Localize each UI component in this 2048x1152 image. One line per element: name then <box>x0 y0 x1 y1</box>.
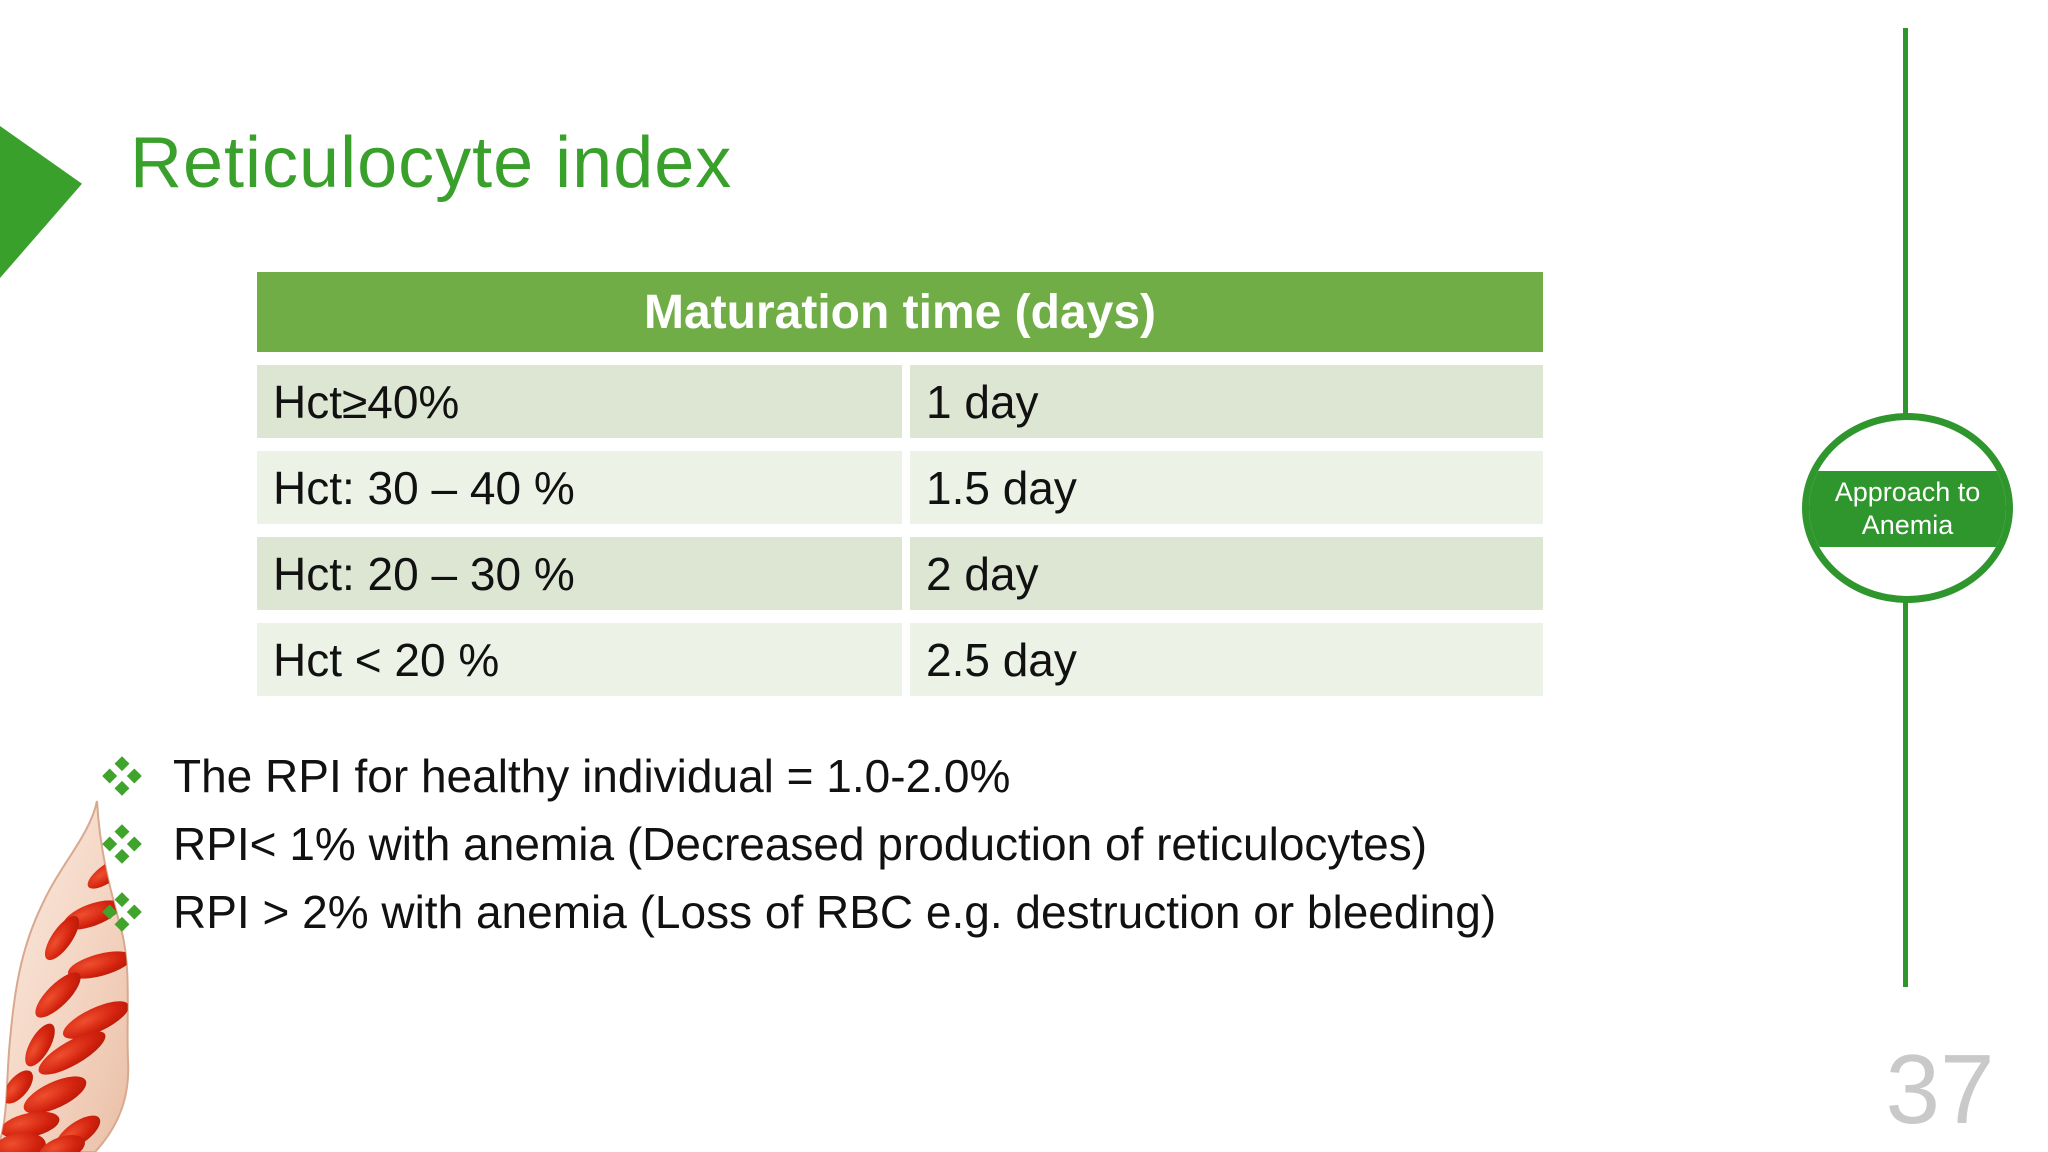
table-row: Hct: 30 – 40 % 1.5 day <box>257 451 1543 524</box>
page-number: 37 <box>1885 1034 1995 1144</box>
table-row: Hct≥40% 1 day <box>257 365 1543 438</box>
approach-anemia-badge: Approach to Anemia <box>1802 413 2013 603</box>
list-item: RPI > 2% with anemia (Loss of RBC e.g. d… <box>100 886 1860 938</box>
blood-cells-image <box>0 800 130 1152</box>
bullet-text: The RPI for healthy individual = 1.0-2.0… <box>173 749 1011 802</box>
table-row: Hct: 20 – 30 % 2 day <box>257 537 1543 610</box>
table-cell-time: 2.5 day <box>910 623 1543 696</box>
table-cell-time: 1 day <box>910 365 1543 438</box>
badge-label-line2: Anemia <box>1861 510 1954 540</box>
diamond-bullet-icon <box>102 823 142 864</box>
table-cell-range: Hct: 30 – 40 % <box>257 451 902 524</box>
badge-label-line1: Approach to <box>1834 477 1981 507</box>
title-arrow-icon <box>0 126 82 278</box>
bullet-text: RPI > 2% with anemia (Loss of RBC e.g. d… <box>173 885 1497 938</box>
diamond-bullet-icon <box>102 891 142 932</box>
table-cell-time: 2 day <box>910 537 1543 610</box>
table-header-cell: Maturation time (days) <box>257 272 1543 352</box>
list-item: RPI< 1% with anemia (Decreased productio… <box>100 818 1860 870</box>
page-title: Reticulocyte index <box>130 123 733 203</box>
table-cell-time: 1.5 day <box>910 451 1543 524</box>
maturation-table: Maturation time (days) Hct≥40% 1 day Hct… <box>257 272 1543 696</box>
table-cell-range: Hct < 20 % <box>257 623 902 696</box>
bullet-text: RPI< 1% with anemia (Decreased productio… <box>173 817 1428 870</box>
bullet-list: The RPI for healthy individual = 1.0-2.0… <box>100 750 1860 956</box>
table-row: Hct < 20 % 2.5 day <box>257 623 1543 696</box>
table-cell-range: Hct≥40% <box>257 365 902 438</box>
diamond-bullet-icon <box>102 755 142 796</box>
list-item: The RPI for healthy individual = 1.0-2.0… <box>100 750 1860 802</box>
table-cell-range: Hct: 20 – 30 % <box>257 537 902 610</box>
badge-band: Approach to Anemia <box>1809 471 2006 547</box>
